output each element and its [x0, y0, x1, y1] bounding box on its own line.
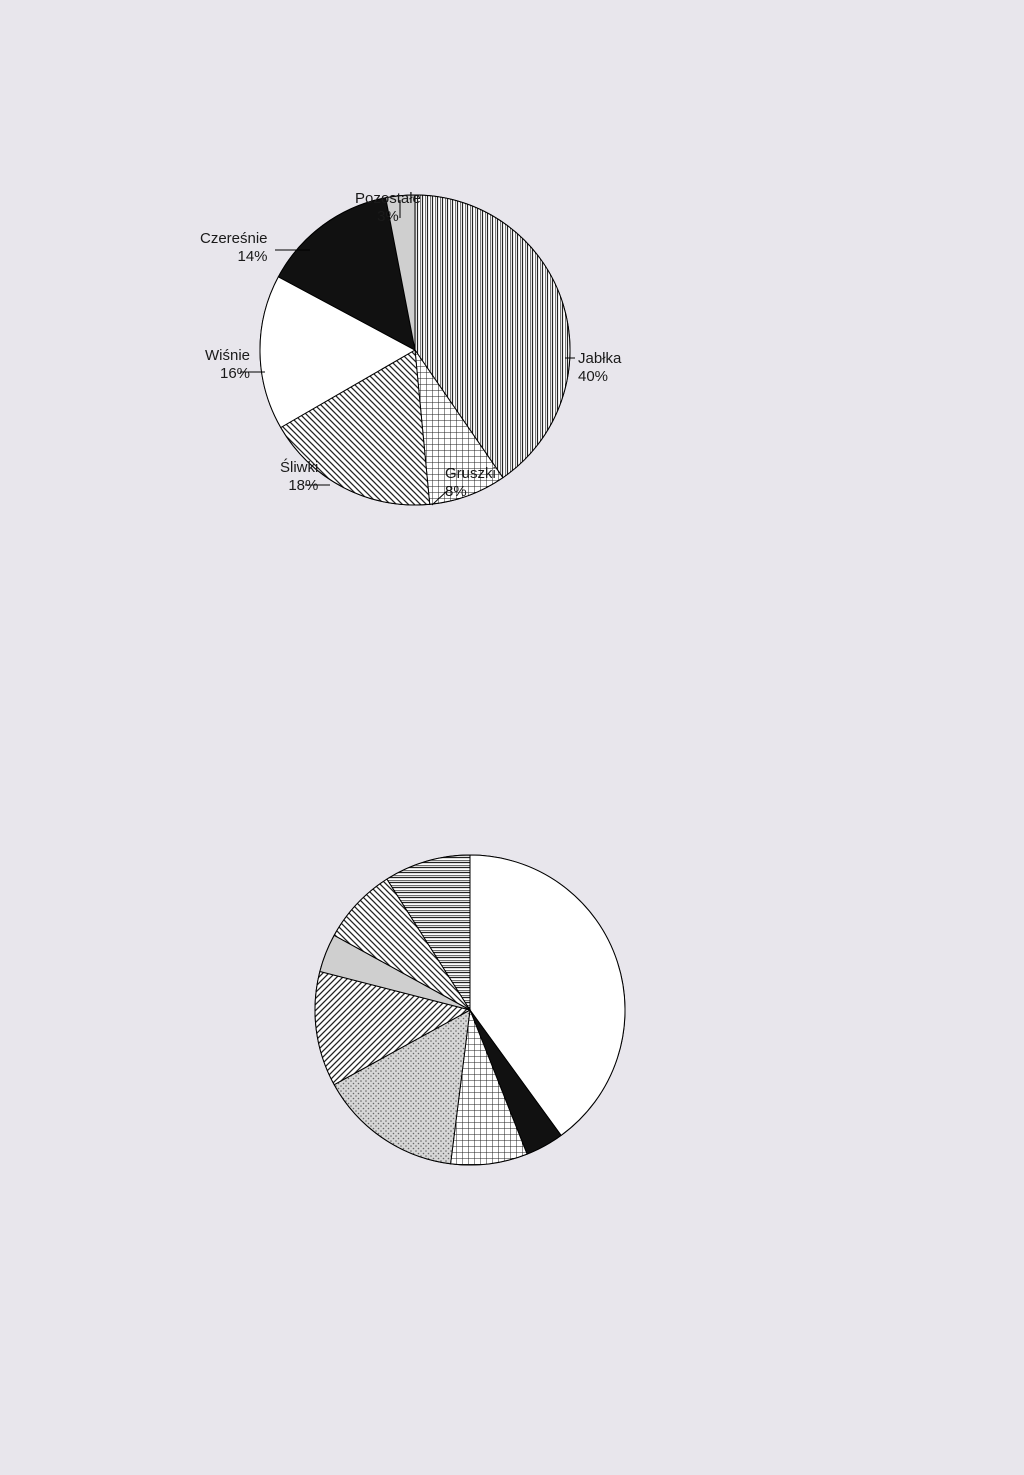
page: Jabłka 40% Gruszki 8% Śliwki 18% Wiśnie …	[0, 0, 1024, 1475]
secondary-pie-svg	[0, 0, 1024, 1475]
secondary-pie-chart	[0, 0, 1024, 1475]
